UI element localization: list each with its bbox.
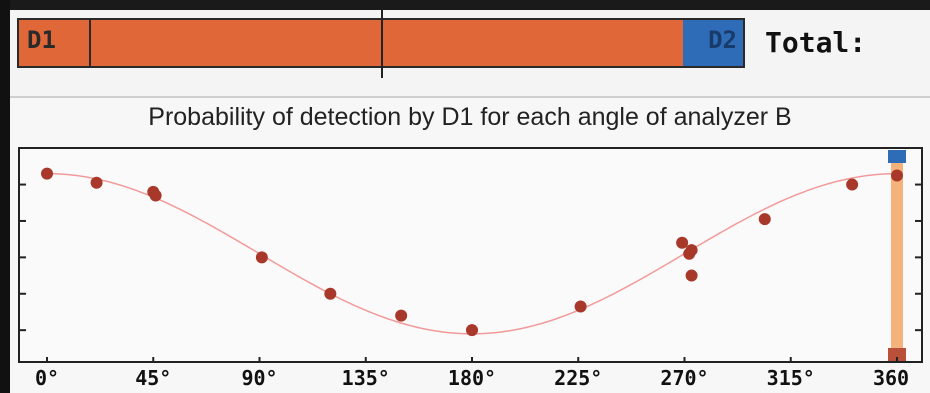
- data-point: [466, 324, 478, 337]
- data-point: [758, 213, 771, 226]
- data-point: [685, 244, 698, 257]
- d1-label: D1: [27, 26, 56, 54]
- x-tick-label: 135°: [342, 366, 390, 390]
- d1-segment: [19, 20, 91, 66]
- angle-slider-track: [891, 155, 903, 357]
- d2-label: D2: [708, 26, 737, 54]
- x-tick-label: 315°: [767, 366, 815, 390]
- x-tick-label: 0°: [35, 366, 59, 390]
- data-point: [324, 287, 337, 300]
- data-point: [574, 300, 587, 313]
- data-point: [90, 176, 103, 189]
- slider-bottom-handle: [888, 348, 906, 361]
- bar-midpoint-marker: [381, 10, 383, 78]
- detection-ratio-bar: D1 D2: [17, 10, 745, 78]
- x-tick-label: 225°: [554, 366, 602, 390]
- data-point: [255, 251, 268, 264]
- data-point: [891, 169, 903, 182]
- slider-top-handle: [888, 150, 906, 163]
- data-point: [149, 189, 162, 202]
- data-point: [685, 269, 698, 282]
- x-tick-label: 90°: [241, 366, 277, 390]
- chart-title: Probability of detection by D1 for each …: [148, 103, 792, 131]
- data-point: [846, 178, 859, 191]
- window-frame-top: [0, 0, 930, 10]
- fit-curve: [46, 172, 898, 335]
- x-tick-label: 360: [873, 366, 909, 390]
- data-point: [41, 167, 53, 180]
- x-tick-label: 270°: [660, 366, 708, 390]
- window-frame-left: [0, 0, 10, 393]
- data-point: [676, 236, 689, 249]
- x-tick-label: 180°: [448, 366, 496, 390]
- x-tick-label: 45°: [135, 366, 171, 390]
- total-label: Total:: [765, 26, 867, 59]
- data-point: [395, 309, 408, 322]
- d2-segment: [683, 20, 743, 66]
